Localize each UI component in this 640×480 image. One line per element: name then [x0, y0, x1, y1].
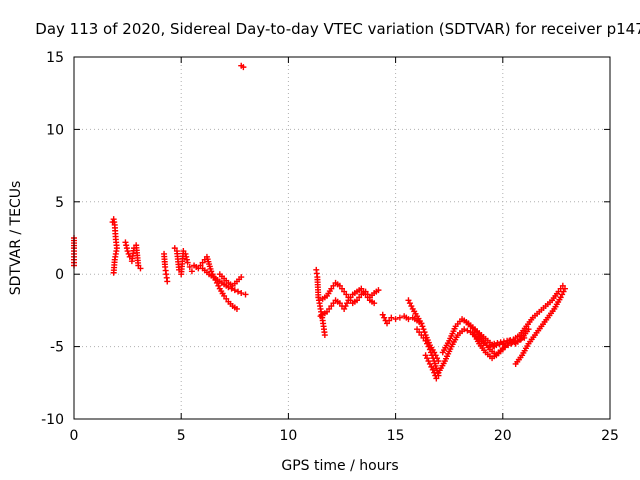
data-point [375, 287, 382, 294]
data-point [507, 337, 514, 344]
data-point [182, 250, 189, 257]
data-point [240, 64, 247, 71]
x-tick-label: 25 [601, 428, 619, 444]
data-point [123, 242, 130, 249]
data-point [494, 339, 501, 346]
data-point [231, 287, 238, 294]
data-point [419, 323, 426, 330]
data-point [164, 278, 171, 285]
data-point [521, 334, 528, 341]
data-point [430, 355, 437, 362]
x-tick-label: 20 [494, 428, 512, 444]
data-point [315, 294, 322, 301]
data-point [242, 291, 249, 298]
data-point [233, 305, 240, 312]
data-point [235, 288, 242, 295]
data-point [184, 259, 191, 266]
data-point [500, 338, 507, 345]
data-point [497, 339, 504, 346]
chart-title: Day 113 of 2020, Sidereal Day-to-day VTE… [35, 20, 640, 38]
x-tick-label: 10 [279, 428, 297, 444]
data-point [561, 285, 568, 292]
x-tick-label: 5 [177, 428, 186, 444]
y-axis-label: SDTVAR / TECUs [8, 181, 24, 296]
data-point [426, 346, 433, 353]
data-points [71, 62, 568, 382]
data-point [508, 340, 515, 347]
plot-frame [73, 56, 611, 420]
data-point [123, 245, 130, 252]
y-tick-label: 15 [46, 50, 64, 66]
data-point [429, 352, 436, 359]
x-tick-label: 15 [387, 428, 405, 444]
data-point [461, 326, 468, 333]
data-point [392, 316, 399, 323]
data-point [183, 253, 190, 260]
y-tick-label: -10 [41, 412, 64, 428]
data-point [501, 343, 508, 350]
y-tick-label: 0 [55, 267, 64, 283]
data-point [183, 256, 190, 263]
data-point [418, 320, 425, 327]
data-point [110, 269, 117, 276]
data-point [427, 349, 434, 356]
data-point [238, 290, 245, 297]
y-tick-label: 5 [55, 195, 64, 211]
data-point [186, 263, 193, 270]
grid [73, 56, 611, 420]
data-point [511, 339, 518, 346]
data-point [228, 285, 235, 292]
y-tick-label: 10 [46, 122, 64, 138]
data-point [491, 340, 498, 347]
data-point [371, 300, 378, 307]
data-point [432, 372, 439, 379]
data-point [504, 337, 511, 344]
data-point [122, 239, 129, 246]
data-point [321, 332, 328, 339]
data-point [518, 336, 525, 343]
data-point [388, 314, 395, 321]
data-point [137, 265, 144, 272]
data-point [405, 316, 412, 323]
x-axis-label: GPS time / hours [281, 458, 398, 474]
data-point [396, 314, 403, 321]
data-point [238, 274, 245, 281]
y-tick-label: -5 [50, 340, 64, 356]
data-point [421, 329, 428, 336]
data-point [124, 248, 131, 255]
data-point [433, 375, 440, 382]
data-point [464, 327, 471, 334]
x-tick-label: 0 [70, 428, 79, 444]
data-point [505, 342, 512, 349]
tick-labels: 0 5 10 15 20 25 -10 -5 0 5 10 15 [41, 50, 619, 444]
data-point [420, 326, 427, 333]
data-point [188, 268, 195, 275]
